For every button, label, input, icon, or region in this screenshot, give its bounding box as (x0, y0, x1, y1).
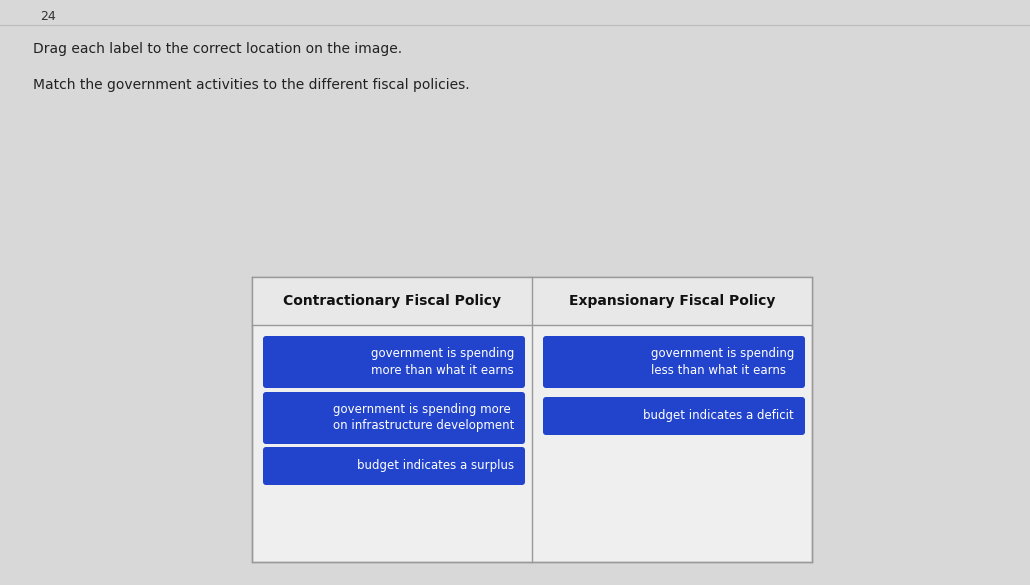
FancyBboxPatch shape (543, 397, 805, 435)
Text: Match the government activities to the different fiscal policies.: Match the government activities to the d… (33, 78, 470, 92)
Text: Expansionary Fiscal Policy: Expansionary Fiscal Policy (569, 294, 776, 308)
FancyBboxPatch shape (252, 277, 533, 325)
FancyBboxPatch shape (263, 336, 525, 388)
Text: 24: 24 (40, 10, 56, 23)
FancyBboxPatch shape (252, 277, 812, 562)
Text: government is spending more
on infrastructure development: government is spending more on infrastru… (333, 404, 514, 432)
FancyBboxPatch shape (533, 277, 812, 325)
FancyBboxPatch shape (263, 392, 525, 444)
FancyBboxPatch shape (543, 336, 805, 388)
FancyBboxPatch shape (263, 447, 525, 485)
Text: government is spending
less than what it earns: government is spending less than what it… (651, 347, 794, 377)
Text: budget indicates a surplus: budget indicates a surplus (356, 459, 514, 473)
Text: budget indicates a deficit: budget indicates a deficit (644, 410, 794, 422)
Text: Contractionary Fiscal Policy: Contractionary Fiscal Policy (283, 294, 501, 308)
Text: government is spending
more than what it earns: government is spending more than what it… (371, 347, 514, 377)
Text: Drag each label to the correct location on the image.: Drag each label to the correct location … (33, 42, 402, 56)
